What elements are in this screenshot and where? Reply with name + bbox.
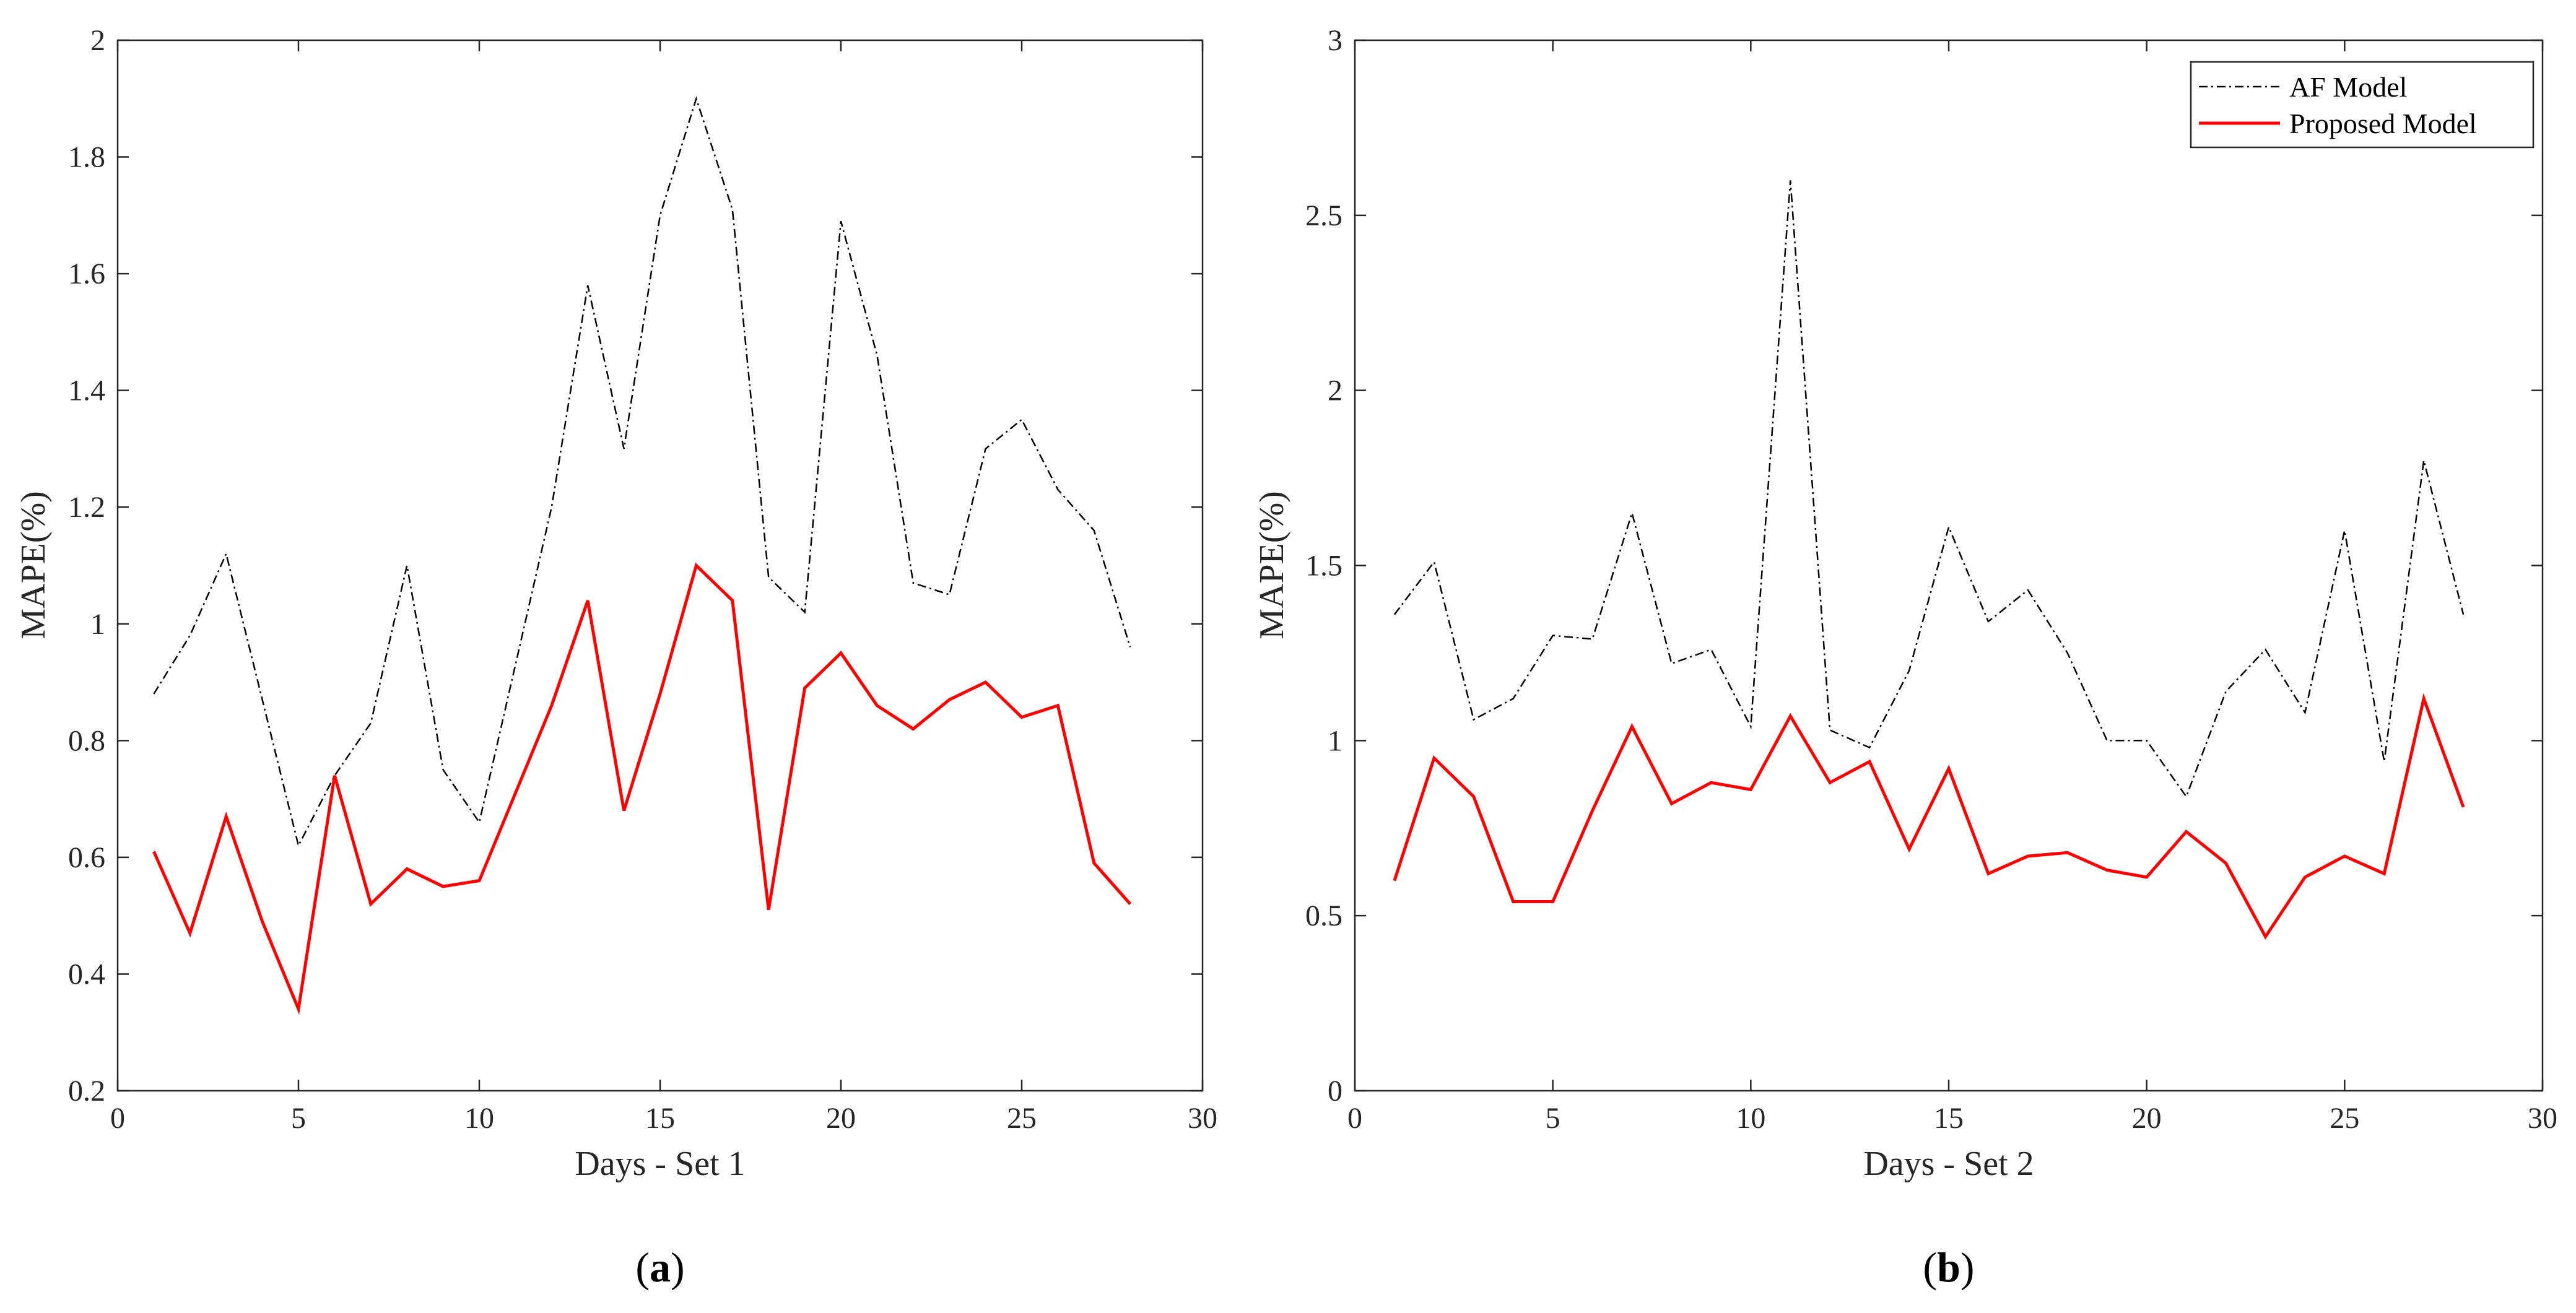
x-axis-label-a: Days - Set 1 (575, 1145, 745, 1183)
y-tick-label-b-1: 0.5 (1305, 899, 1342, 932)
y-tick-label-a-4: 1 (90, 608, 105, 641)
y-tick-label-b-0: 0 (1328, 1075, 1342, 1107)
axis-ticks-a: 0 5 10 15 20 25 30 0.2 0.4 0.6 0.8 1 1.2 1.4 1.6 1.8 2 (68, 24, 1217, 1135)
panel-caption-b: (b) (1923, 1244, 1974, 1291)
x-tick-label-b-2: 10 (1736, 1102, 1765, 1135)
x-axis-label-b: Days - Set 2 (1863, 1145, 2034, 1183)
y-tick-label-a-9: 2 (90, 24, 105, 57)
x-tick-label-a-1: 5 (291, 1102, 306, 1135)
legend-label-af-model: AF Model (2289, 71, 2407, 103)
chart-panel-a: 0 5 10 15 20 25 30 0.2 0.4 0.6 0.8 1 1.2 1.4 1.6 1.8 2 D… (14, 24, 1217, 1291)
chart-panel-b: 0 5 10 15 20 25 30 0 0.5 1 1.5 2 2.5 3 Days - Set 2 M… (1253, 24, 2557, 1291)
y-tick-label-b-2: 1 (1328, 724, 1342, 757)
y-tick-label-a-8: 1.8 (68, 141, 105, 174)
x-tick-label-b-1: 5 (1546, 1102, 1560, 1135)
x-tick-label-a-5: 25 (1007, 1102, 1037, 1135)
panel-letter-a: a (650, 1244, 671, 1291)
panel-caption-a: (a) (635, 1244, 684, 1291)
y-tick-label-a-5: 1.2 (68, 491, 105, 524)
panel-letter-b: b (1937, 1244, 1960, 1291)
legend-label-proposed-model: Proposed Model (2289, 108, 2477, 139)
x-tick-label-b-4: 20 (2132, 1102, 2162, 1135)
legend: AF Model Proposed Model (2190, 61, 2535, 149)
x-tick-label-a-6: 30 (1188, 1102, 1217, 1135)
x-tick-label-b-0: 0 (1347, 1102, 1362, 1135)
series-line-a-proposed-model (152, 562, 1132, 1015)
series-line-b-proposed-model (1393, 693, 2465, 940)
axis-ticks-b: 0 5 10 15 20 25 30 0 0.5 1 1.5 2 2.5 3 (1305, 24, 2557, 1135)
series-line-b-af-model (1393, 180, 2465, 799)
y-tick-label-b-3: 1.5 (1305, 550, 1342, 583)
series-line-a-af-model (153, 96, 1131, 848)
x-tick-label-a-2: 10 (464, 1102, 494, 1135)
y-tick-label-a-6: 1.4 (68, 375, 105, 407)
y-tick-label-a-7: 1.6 (68, 258, 105, 290)
y-tick-label-a-0: 0.2 (68, 1075, 105, 1107)
x-tick-label-a-0: 0 (110, 1102, 125, 1135)
x-tick-label-b-3: 15 (1934, 1102, 1964, 1135)
y-tick-label-b-6: 3 (1328, 24, 1342, 57)
y-axis-label-b: MAPE(%) (1253, 491, 1291, 639)
y-tick-label-a-3: 0.8 (68, 724, 105, 757)
y-tick-label-b-4: 2 (1328, 375, 1342, 407)
series-group-b (1393, 180, 2465, 940)
y-tick-label-a-2: 0.6 (68, 841, 105, 874)
series-group-a (152, 96, 1132, 1015)
y-tick-label-b-5: 2.5 (1305, 199, 1342, 232)
x-tick-label-b-6: 30 (2528, 1102, 2557, 1135)
x-tick-label-b-5: 25 (2330, 1102, 2359, 1135)
x-tick-label-a-3: 15 (645, 1102, 675, 1135)
y-tick-label-a-1: 0.4 (68, 958, 105, 990)
legend-box (2190, 61, 2535, 149)
x-tick-label-a-4: 20 (826, 1102, 856, 1135)
y-axis-label-a: MAPE(%) (14, 491, 53, 639)
